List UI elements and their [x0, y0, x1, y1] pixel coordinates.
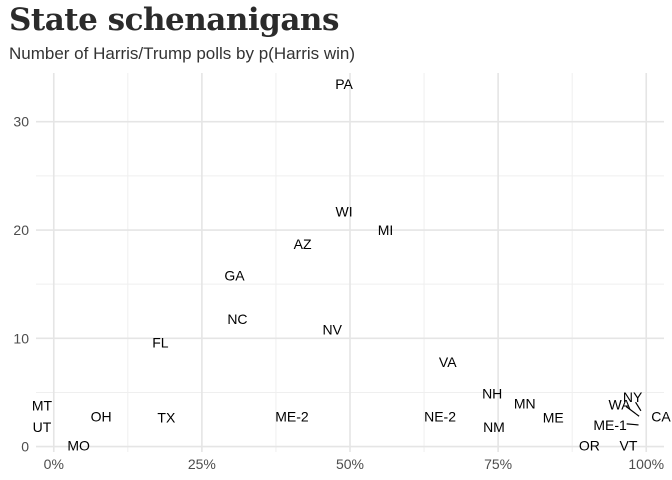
data-point-label: WI — [336, 204, 353, 220]
data-point-label: TX — [157, 409, 176, 425]
x-tick-label: 100% — [628, 456, 664, 472]
leader-lines — [625, 401, 642, 426]
y-tick-label: 0 — [21, 439, 29, 455]
x-tick-label: 0% — [44, 456, 64, 472]
y-tick-label: 10 — [13, 330, 29, 346]
data-point-label: NM — [483, 419, 505, 435]
data-point-label: CA — [651, 408, 671, 424]
data-point-label: AZ — [294, 236, 312, 252]
y-tick-label: 20 — [13, 222, 29, 238]
x-tick-label: 25% — [188, 456, 216, 472]
data-point-label: ME — [543, 409, 564, 425]
data-point-label: MI — [378, 222, 394, 238]
x-tick-label: 50% — [336, 456, 364, 472]
data-point-label: VA — [439, 354, 457, 370]
data-point-label: GA — [224, 267, 245, 283]
data-point-label: MO — [67, 438, 90, 454]
data-point-label: NE-2 — [424, 408, 456, 424]
data-point-label: OH — [91, 408, 112, 424]
leader-line — [635, 401, 642, 412]
data-point-label: MT — [32, 397, 53, 413]
axis-labels: 0% 25% 50% 75% 100% 0 10 20 30 — [13, 114, 664, 472]
data-point-label: VT — [620, 438, 638, 454]
data-point-label: NV — [322, 322, 342, 338]
x-tick-label: 75% — [484, 456, 512, 472]
data-point-label: NC — [227, 311, 247, 327]
data-point-label: OR — [579, 438, 600, 454]
data-point-label: MN — [514, 395, 536, 411]
grid-layer — [36, 73, 664, 452]
leader-line — [626, 423, 639, 426]
y-tick-label: 30 — [13, 114, 29, 130]
data-point-label: NH — [482, 386, 502, 402]
data-point-label: ME-1 — [593, 417, 627, 433]
data-point-label: PA — [335, 76, 353, 92]
data-point-label: NY — [623, 389, 643, 405]
data-point-label: WA — [609, 396, 632, 412]
data-point-label: FL — [152, 335, 169, 351]
data-point-label: UT — [33, 419, 52, 435]
chart-subtitle: Number of Harris/Trump polls by p(Harris… — [9, 44, 356, 63]
chart-title: State schenanigans — [9, 2, 339, 38]
point-labels: PA WI MI AZ GA NC NV FL VA NH MN ME NM NE-2 ME-2 TX OH MT… — [32, 76, 672, 454]
leader-line — [625, 406, 640, 417]
data-point-label: ME-2 — [275, 408, 309, 424]
